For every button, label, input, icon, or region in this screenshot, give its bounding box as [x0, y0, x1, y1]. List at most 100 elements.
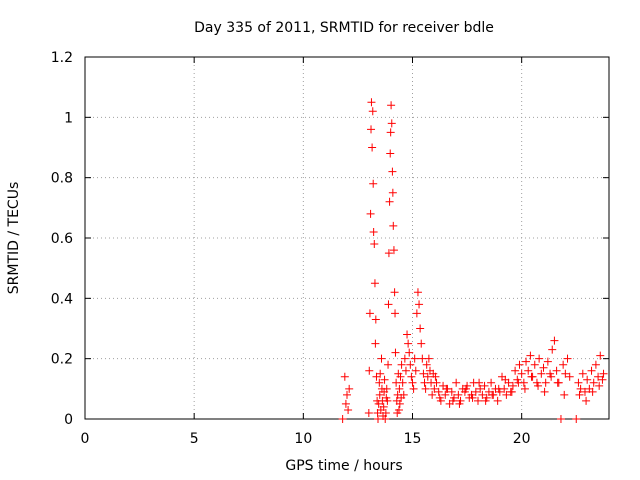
data-point — [540, 387, 549, 396]
data-point — [424, 354, 433, 363]
data-point — [399, 390, 408, 399]
data-point — [548, 345, 557, 354]
data-point — [527, 372, 536, 381]
data-point — [583, 375, 592, 384]
data-point — [395, 399, 404, 408]
data-point — [550, 336, 559, 345]
data-point — [502, 390, 511, 399]
data-point — [488, 390, 497, 399]
data-point — [411, 366, 420, 375]
y-tick-label: 0 — [64, 412, 73, 428]
data-point — [391, 348, 400, 357]
data-point — [387, 119, 396, 128]
data-point — [520, 384, 529, 393]
data-point — [428, 390, 437, 399]
data-point — [391, 309, 400, 318]
data-point — [596, 351, 605, 360]
data-point — [371, 315, 380, 324]
data-point — [455, 399, 464, 408]
data-point — [365, 309, 374, 318]
data-point — [565, 372, 574, 381]
data-point — [514, 378, 523, 387]
y-tick-label: 0.8 — [51, 171, 73, 187]
data-point — [421, 384, 430, 393]
data-point — [452, 378, 461, 387]
plot-frame — [84, 56, 610, 420]
data-point — [572, 415, 581, 423]
data-point — [578, 369, 587, 378]
x-axis-label: GPS time / hours — [285, 458, 402, 474]
data-point — [364, 408, 373, 417]
data-point — [559, 360, 568, 369]
data-point — [340, 372, 349, 381]
data-point — [563, 354, 572, 363]
data-point — [380, 375, 389, 384]
data-point — [448, 396, 457, 405]
data-point — [404, 339, 413, 348]
data-point — [494, 384, 503, 393]
data-point — [366, 209, 375, 218]
data-point — [417, 339, 426, 348]
data-point — [430, 384, 439, 393]
data-point — [468, 393, 477, 402]
data-point — [576, 384, 585, 393]
data-point — [375, 378, 384, 387]
data-point — [343, 390, 351, 399]
data-point — [535, 354, 544, 363]
data-point — [511, 366, 520, 375]
data-point — [591, 360, 600, 369]
x-tick-label: 5 — [190, 431, 199, 447]
data-point — [367, 125, 376, 134]
data-point — [560, 390, 569, 399]
data-point — [385, 197, 394, 206]
x-axis-ticks: 0 5 10 15 20 — [81, 57, 531, 447]
data-point — [416, 324, 425, 333]
data-point — [541, 378, 550, 387]
data-point — [441, 390, 450, 399]
data-point — [561, 369, 570, 378]
data-point — [381, 408, 390, 417]
data-point — [552, 366, 561, 375]
data-point — [384, 300, 393, 309]
data-point — [384, 360, 393, 369]
data-point — [501, 375, 510, 384]
data-point — [594, 372, 603, 381]
data-point — [507, 387, 516, 396]
x-tick-label: 20 — [513, 431, 531, 447]
data-point — [382, 384, 391, 393]
data-point — [432, 378, 441, 387]
data-point — [422, 360, 431, 369]
data-point — [556, 415, 565, 423]
data-point — [396, 372, 405, 381]
data-point — [368, 143, 377, 152]
grid-lines — [85, 57, 609, 419]
data-point — [407, 372, 416, 381]
data-point — [377, 354, 386, 363]
data-point — [517, 369, 526, 378]
data-point — [369, 179, 378, 188]
data-point — [537, 369, 546, 378]
data-point — [395, 384, 404, 393]
data-point — [474, 396, 482, 405]
data-point — [582, 396, 591, 405]
data-point — [384, 249, 393, 258]
data-point — [595, 381, 604, 390]
data-point — [390, 288, 399, 297]
data-point — [574, 378, 583, 387]
data-point — [461, 384, 470, 393]
data-point — [341, 399, 350, 408]
data-point — [386, 128, 395, 137]
data-point — [388, 188, 397, 197]
data-point — [447, 387, 456, 396]
data-point — [409, 384, 418, 393]
y-axis-label: SRMTID / TECUs — [6, 182, 22, 295]
y-tick-label: 0.2 — [51, 352, 73, 368]
data-point — [442, 384, 451, 393]
data-point — [481, 396, 490, 405]
x-tick-label: 0 — [81, 431, 90, 447]
data-point — [367, 98, 376, 107]
data-point — [471, 387, 480, 396]
y-tick-label: 1 — [64, 110, 73, 126]
data-point — [415, 300, 424, 309]
data-point — [371, 339, 380, 348]
